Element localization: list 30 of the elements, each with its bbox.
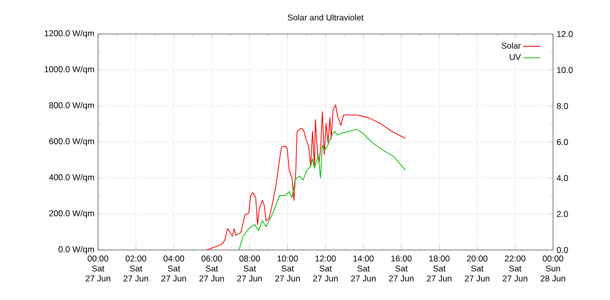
- y2-tick-label: 8.0: [556, 103, 568, 109]
- y2-tick-label: 10.0: [557, 67, 573, 73]
- y2-tick-label: 4.0: [556, 175, 568, 181]
- x-tick-label: 20:00 Sat 27 Jun: [464, 256, 490, 282]
- legend-label: Solar: [502, 42, 521, 49]
- y-tick-label: 200.0 W/qm: [49, 210, 94, 218]
- x-tick-label: 18:00 Sat 27 Jun: [426, 256, 452, 282]
- x-tick-label: 00:00 Sat 27 Jun: [86, 256, 110, 282]
- y-tick-label: 800.0 W/qm: [49, 102, 94, 110]
- x-tick-label: 02:00 Sat 27 Jun: [124, 256, 148, 282]
- x-tick-label: 08:00 Sat 27 Jun: [237, 256, 262, 282]
- x-tick-label: 04:00 Sat 27 Jun: [162, 256, 186, 282]
- y-tick-label: 600.0 W/qm: [49, 138, 94, 146]
- y2-tick-label: 2.0: [556, 211, 568, 217]
- y-tick-label: 1200.0 W/qm: [44, 30, 94, 38]
- y-tick-label: 1000.0 W/qm: [44, 66, 94, 74]
- y2-tick-label: 6.0: [556, 139, 568, 145]
- x-tick-label: 10:00 Sat 27 Jun: [275, 256, 300, 282]
- x-tick-label: 16:00 Sat 27 Jun: [389, 256, 414, 282]
- chart-title: Solar and Ultraviolet: [288, 14, 364, 20]
- legend-label: UV: [510, 54, 521, 60]
- x-tick-label: 06:00 Sat 27 Jun: [199, 256, 224, 282]
- y2-tick-label: 12.0: [557, 31, 573, 37]
- y2-tick-label: 0.0: [556, 247, 568, 253]
- x-tick-label: 14:00 Sat 27 Jun: [351, 256, 376, 282]
- y-tick-label: 0.0 W/qm: [58, 246, 94, 254]
- x-tick-label: 22:00 Sat 27 Jun: [502, 256, 528, 282]
- x-tick-label: 00:00 Sun 28 Jun: [540, 256, 566, 282]
- y-tick-label: 400.0 W/qm: [49, 174, 94, 182]
- x-tick-label: 12:00 Sat 27 Jun: [313, 256, 338, 282]
